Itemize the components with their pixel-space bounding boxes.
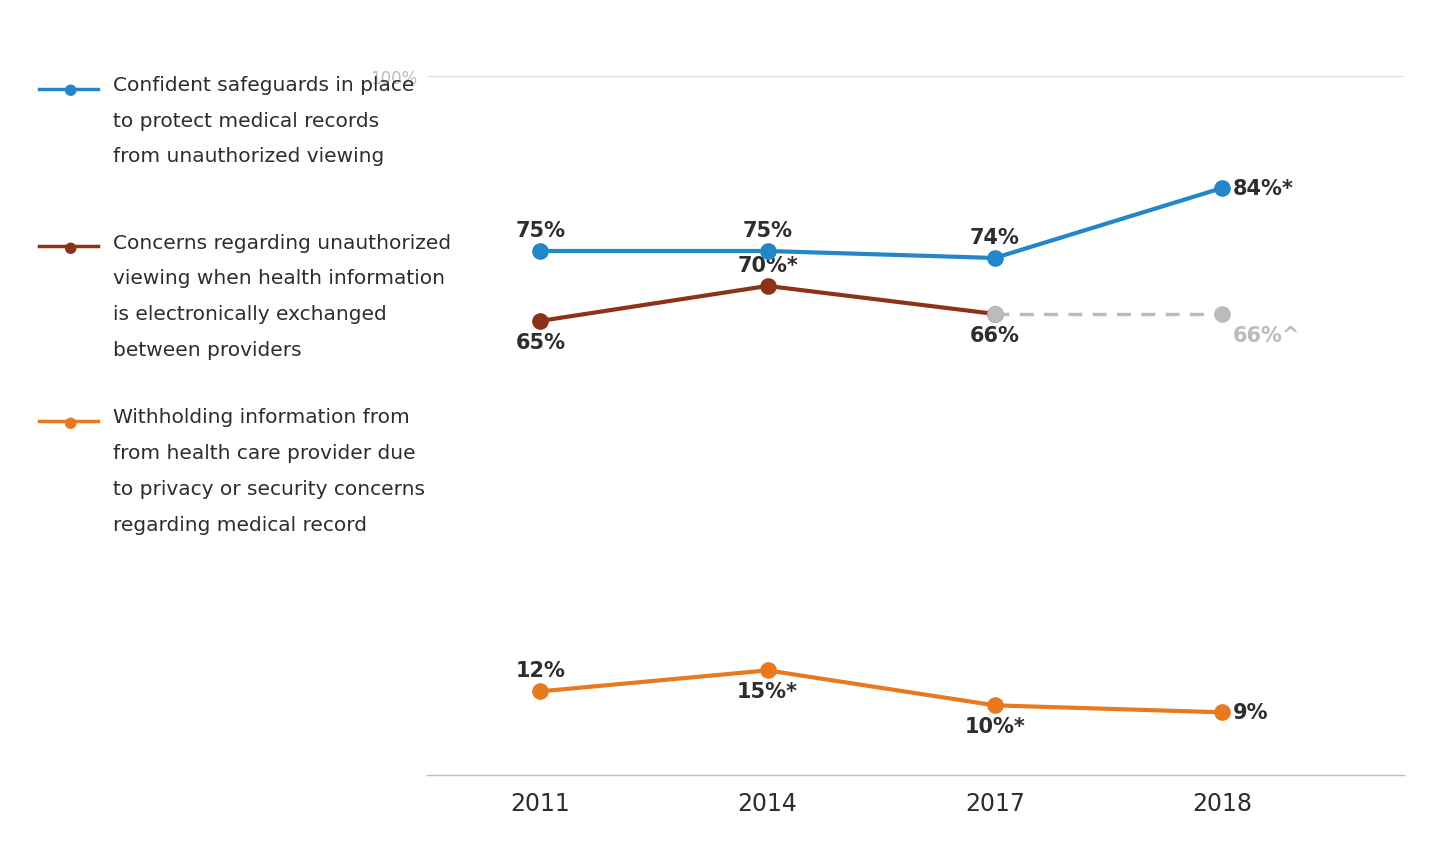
Text: 66%: 66% [969,325,1020,346]
Text: from health care provider due: from health care provider due [113,444,415,463]
Text: 75%: 75% [515,221,566,240]
Text: between providers: between providers [113,341,301,360]
Text: 65%: 65% [515,332,566,353]
Text: ●: ● [62,82,77,97]
Text: 15%*: 15%* [737,682,799,702]
Text: 74%: 74% [969,227,1020,248]
Text: viewing when health information: viewing when health information [113,269,444,288]
Text: 66%^: 66%^ [1233,325,1301,346]
Text: is electronically exchanged: is electronically exchanged [113,305,386,324]
Text: 75%: 75% [742,221,793,240]
Text: 10%*: 10%* [964,717,1024,737]
Text: Concerns regarding unauthorized: Concerns regarding unauthorized [113,233,451,252]
Text: 70%*: 70%* [737,256,799,275]
Text: to protect medical records: to protect medical records [113,112,379,130]
Text: regarding medical record: regarding medical record [113,515,368,534]
Text: ●: ● [62,414,77,429]
Text: 9%: 9% [1233,703,1269,722]
Text: ●: ● [62,239,77,255]
Text: Withholding information from: Withholding information from [113,408,410,427]
Text: 84%*: 84%* [1233,179,1294,199]
Text: from unauthorized viewing: from unauthorized viewing [113,147,383,166]
Text: to privacy or security concerns: to privacy or security concerns [113,480,425,498]
Text: 12%: 12% [515,660,566,681]
Text: Confident safeguards in place: Confident safeguards in place [113,76,414,95]
